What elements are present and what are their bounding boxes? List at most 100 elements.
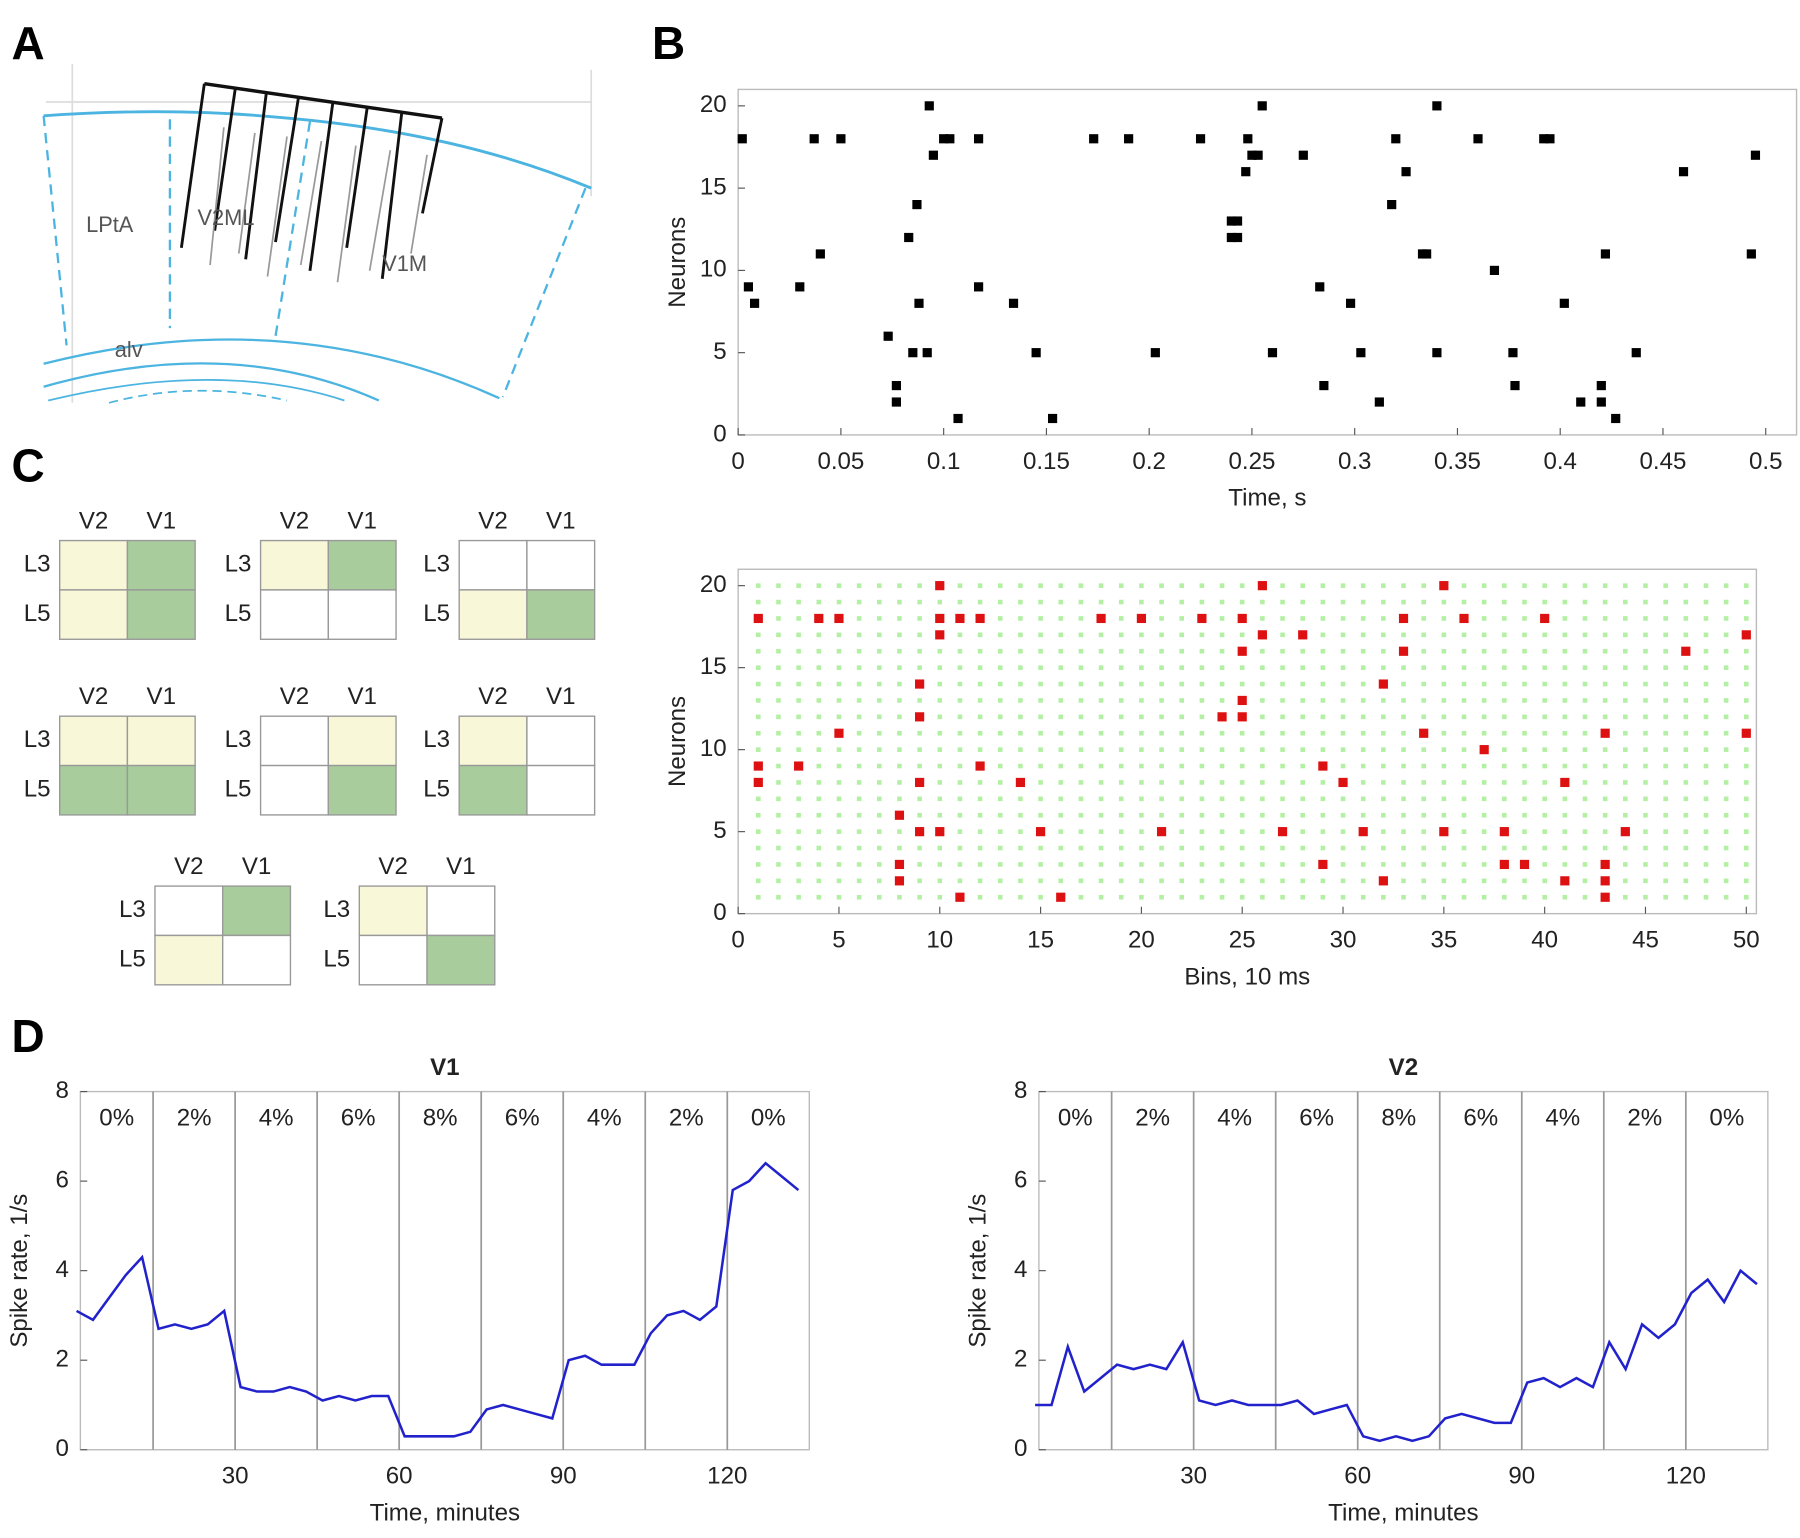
bin-dot	[1703, 599, 1709, 605]
bin-dot	[1602, 698, 1608, 703]
bin-dot	[1461, 845, 1467, 851]
bin-dot	[1159, 845, 1164, 851]
bin-dot	[816, 665, 822, 670]
bin-dot	[1239, 763, 1245, 769]
bin-dot	[997, 796, 1003, 802]
bin-dot	[1522, 698, 1527, 703]
bin-dot	[977, 862, 983, 867]
bin-dot	[1421, 878, 1426, 884]
bin-dot	[1623, 894, 1628, 900]
bin-dot	[1159, 632, 1164, 638]
bin-dot	[1421, 665, 1426, 670]
bin-dot	[977, 583, 983, 588]
bin-dot	[1602, 763, 1608, 769]
bin-dot	[1421, 599, 1426, 605]
bin-dot	[1320, 632, 1326, 638]
spike	[939, 134, 949, 144]
bin-dot	[897, 632, 902, 638]
bin-dot	[897, 583, 902, 588]
bin-dot	[997, 714, 1003, 720]
bin-dot	[1159, 878, 1164, 884]
bin-dot	[1502, 730, 1507, 736]
bin-dot	[1461, 583, 1467, 588]
bin-dot	[1058, 583, 1064, 588]
bin-dot	[897, 845, 902, 851]
bin-dot	[1098, 681, 1104, 687]
bin-dot	[776, 878, 781, 884]
bin-dot	[836, 845, 842, 851]
bin-dot	[876, 583, 882, 588]
diagram-label: V2ML	[197, 205, 254, 230]
bin-dot	[1239, 894, 1245, 900]
x-tick-label: 0.45	[1640, 448, 1687, 475]
bin-dot	[1522, 648, 1527, 654]
spike	[1243, 134, 1253, 144]
bin-dot	[796, 812, 801, 818]
bin-dot	[1239, 681, 1245, 687]
bin-dot	[1219, 730, 1225, 736]
bin-dot	[1461, 796, 1467, 802]
bin-dot	[1260, 698, 1265, 703]
bin-dot	[1018, 616, 1023, 621]
bin-dot	[1542, 878, 1547, 884]
bin-dot	[1582, 845, 1588, 851]
bin-dot	[1522, 829, 1527, 834]
spike	[1746, 249, 1756, 259]
bin-dot	[1683, 878, 1689, 884]
bin-dot	[1118, 894, 1124, 900]
bin-dot	[1078, 730, 1084, 736]
bin-dot	[1058, 714, 1064, 720]
bin-dot	[876, 829, 882, 834]
bin-dot	[1179, 845, 1185, 851]
bin-dot	[1582, 763, 1588, 769]
bin-dot	[1118, 616, 1124, 621]
spike	[1338, 777, 1348, 788]
bin-dot	[1502, 780, 1507, 785]
bin-dot	[1401, 583, 1406, 588]
bin-dot	[816, 583, 822, 588]
bin-dot	[1582, 632, 1588, 638]
bin-dot	[1239, 583, 1245, 588]
spike	[894, 859, 905, 870]
bin-dot	[1179, 796, 1185, 802]
bin-dot	[796, 681, 801, 687]
phase-label: 0%	[751, 1104, 786, 1131]
bin-dot	[1502, 698, 1507, 703]
bin-dot	[1481, 681, 1487, 687]
bin-dot	[1663, 780, 1668, 785]
bin-dot	[776, 665, 781, 670]
bin-dot	[1643, 632, 1648, 638]
bin-dot	[1360, 894, 1366, 900]
bin-dot	[1098, 730, 1104, 736]
bin-dot	[1139, 665, 1144, 670]
bin-dot	[1340, 616, 1346, 621]
bin-dot	[1199, 665, 1205, 670]
bin-dot	[1199, 829, 1205, 834]
bin-dot	[1300, 829, 1306, 834]
bin-dot	[1703, 780, 1709, 785]
bin-dot	[1260, 648, 1265, 654]
bin-dot	[776, 812, 781, 818]
bin-dot	[796, 796, 801, 802]
bin-dot	[1703, 894, 1709, 900]
bin-dot	[796, 714, 801, 720]
bin-dot	[1340, 894, 1346, 900]
bin-dot	[997, 616, 1003, 621]
bin-dot	[836, 829, 842, 834]
bin-dot	[897, 780, 902, 785]
bin-dot	[1643, 796, 1648, 802]
spike	[1540, 613, 1550, 624]
y-tick-label: 2	[1014, 1346, 1027, 1373]
bin-dot	[1038, 698, 1043, 703]
bin-dot	[1703, 763, 1709, 769]
bin-dot	[1219, 780, 1225, 785]
bin-dot	[756, 796, 761, 802]
bin-dot	[897, 665, 902, 670]
spike	[753, 761, 763, 771]
bin-dot	[1542, 845, 1547, 851]
bin-dot	[1139, 681, 1144, 687]
bin-dot	[1199, 632, 1205, 638]
y-tick-label: 4	[55, 1256, 68, 1283]
bin-dot	[1481, 845, 1487, 851]
bin-dot	[1401, 829, 1406, 834]
